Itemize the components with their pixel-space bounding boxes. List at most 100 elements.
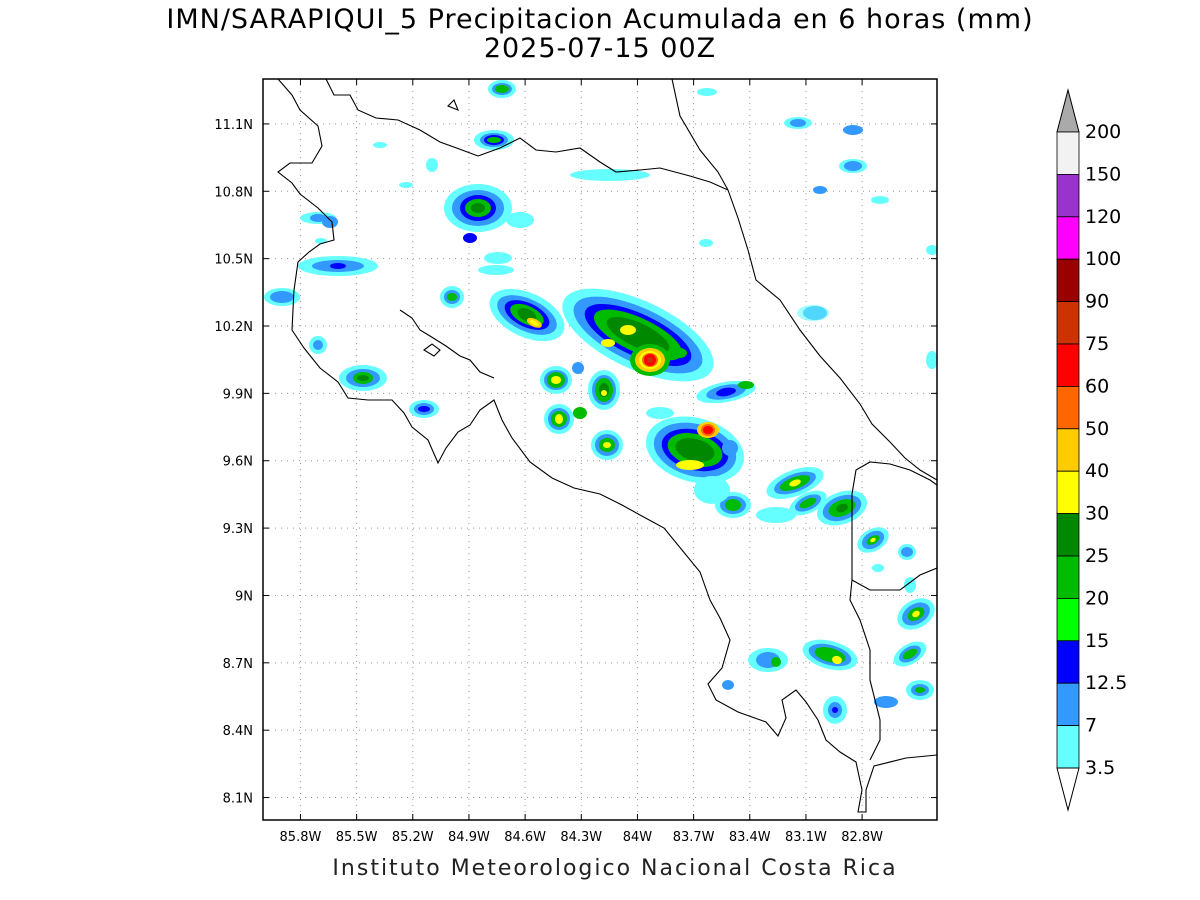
lat-tick-label: 11.1N (214, 118, 253, 133)
lat-tick-label: 8.1N (223, 792, 253, 807)
colorbar-level-label: 90 (1085, 291, 1109, 313)
colorbar-swatch (1056, 640, 1080, 684)
lon-tick-label: 82.8W (841, 830, 883, 845)
precip-cell (570, 169, 650, 181)
chart-title: IMN/SARAPIQUI_5 Precipitacion Acumulada … (166, 4, 1034, 35)
precip-cell (573, 407, 587, 419)
precip-cell (926, 351, 937, 369)
precip-cell (620, 325, 636, 335)
chart-subtitle-datetime: 2025-07-15 00Z (483, 33, 717, 64)
colorbar-level-label: 25 (1085, 545, 1109, 567)
colorbar-level-label: 75 (1085, 333, 1109, 355)
colorbar-swatch (1056, 385, 1080, 430)
precipitation-field (264, 80, 937, 724)
precip-cell (440, 286, 464, 308)
precip-cell (488, 80, 516, 98)
precip-cell (444, 184, 512, 232)
map-gridlines (263, 79, 937, 820)
nicaragua-costa-rica-border (477, 137, 729, 191)
colorbar-level-label: 3.5 (1085, 757, 1115, 779)
nicoya-peninsula-inner (399, 309, 495, 379)
precip-cell (309, 336, 327, 354)
precip-cell (322, 216, 338, 228)
lon-tick-label: 85.2W (392, 830, 434, 845)
colorbar-level-label: 100 (1085, 248, 1121, 270)
lon-tick-label: 84.9W (448, 830, 490, 845)
precip-cell (484, 252, 512, 264)
lon-tick-label: 83.4W (729, 830, 771, 845)
precip-cell (722, 680, 734, 690)
precip-cell (478, 265, 514, 275)
precip-cell (676, 460, 704, 470)
colorbar-level-label: 60 (1085, 375, 1109, 397)
small-island (447, 99, 459, 111)
lat-tick-label: 8.4N (223, 724, 253, 739)
colorbar-legend: 200 150 120 100 90 75 60 50 40 30 25 20 15 12.5 7 3.5 (1056, 88, 1127, 812)
panama-border (849, 461, 937, 761)
precip-cell (722, 440, 738, 456)
precip-cell (463, 233, 477, 243)
colorbar-swatch (1056, 513, 1080, 557)
precip-cell-max (630, 344, 670, 376)
colorbar-swatch (1056, 343, 1080, 387)
precip-cell (874, 696, 898, 708)
coastlines-borders (277, 79, 937, 813)
colorbar-level-label: 30 (1085, 503, 1109, 525)
precip-cell (904, 577, 916, 593)
precip-cell (797, 305, 829, 321)
lat-tick-label: 10.8N (214, 185, 253, 200)
precip-cell (588, 370, 620, 410)
precip-cell (373, 142, 387, 148)
lon-tick-label: 85.8W (280, 830, 322, 845)
longitude-axis: 85.8W 85.5W 85.2W 84.9W 84.6W 84.3W 84W 83.7W 83… (280, 79, 883, 845)
precip-cell (298, 256, 378, 276)
precip-cell (898, 544, 916, 560)
precip-cell (823, 696, 847, 724)
lat-tick-label: 10.5N (214, 253, 253, 268)
precip-cell (264, 288, 300, 306)
colorbar-swatch (1056, 258, 1080, 303)
colorbar-swatch (1056, 216, 1080, 260)
lon-tick-label: 84W (623, 830, 653, 845)
precip-cell (697, 422, 719, 438)
colorbar-level-label: 150 (1085, 163, 1121, 185)
precip-cell (591, 430, 623, 460)
precip-cell (646, 407, 674, 419)
colorbar-swatch (1056, 555, 1080, 599)
precip-cell (802, 639, 858, 671)
precip-cell (843, 125, 863, 135)
caribbean-coast (727, 189, 937, 481)
san-juan-river (671, 79, 729, 191)
precip-cell (893, 641, 927, 667)
lat-tick-label: 10.2N (214, 320, 253, 335)
colorbar-level-label: 120 (1085, 206, 1121, 228)
precip-cell (489, 288, 565, 342)
colorbar-swatch (1056, 682, 1080, 727)
chira-island (423, 343, 441, 357)
lat-tick-label: 9.6N (223, 455, 253, 470)
colorbar-swatch (1056, 301, 1080, 345)
lat-tick-label: 9N (235, 589, 253, 604)
precip-cell (315, 238, 327, 244)
precip-cell (399, 182, 413, 188)
lon-tick-label: 85.5W (336, 830, 378, 845)
precip-cell (906, 680, 934, 700)
precip-cell (813, 186, 827, 194)
precip-cell (857, 527, 889, 553)
colorbar-bottom-arrow (1056, 767, 1080, 812)
precip-cell (872, 564, 884, 572)
lon-tick-label: 83.7W (673, 830, 715, 845)
colorbar-swatch (1056, 428, 1080, 472)
precip-cell (426, 158, 438, 172)
latitude-axis: 11.1N 10.8N 10.5N 10.2N 9.9N 9.6N 9.3N 9N 8.7N 8.… (214, 118, 937, 807)
colorbar-swatch (1056, 131, 1080, 175)
precip-cell (562, 288, 714, 382)
precip-cell (766, 467, 824, 499)
precip-cell (839, 159, 867, 173)
colorbar-level-label: 200 (1085, 121, 1121, 143)
precip-cell (544, 404, 574, 434)
precip-cell (601, 339, 615, 347)
precip-cell (474, 130, 514, 150)
lat-tick-label: 9.9N (223, 387, 253, 402)
